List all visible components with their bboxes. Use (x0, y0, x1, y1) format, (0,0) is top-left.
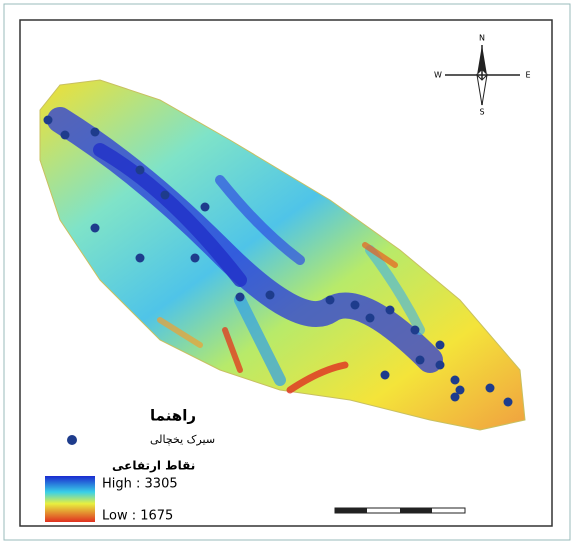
compass-west: W (434, 71, 442, 80)
legend-elevation-ramp (45, 476, 95, 522)
legend-elevation-title: نقاط ارتفاعی (112, 459, 195, 473)
legend-point-symbol (67, 435, 77, 445)
map-frame (19, 19, 553, 527)
compass: N S E W (434, 34, 530, 117)
legend-title: راهنما (150, 407, 196, 425)
legend: راهنما سیرک یخچالی نقاط ارتفاعی High : 3… (45, 407, 215, 524)
cirque-points (43, 115, 513, 407)
legend-high-label: High : 3305 (102, 477, 178, 492)
legend-low-label: Low : 1675 (102, 509, 173, 524)
compass-east: E (525, 71, 530, 80)
compass-south: S (479, 108, 484, 117)
ridges (157, 242, 398, 394)
outer-frame (3, 3, 571, 541)
legend-point-label: سیرک یخچالی (150, 433, 215, 446)
compass-north: N (479, 34, 485, 43)
scale-bar (334, 507, 466, 514)
